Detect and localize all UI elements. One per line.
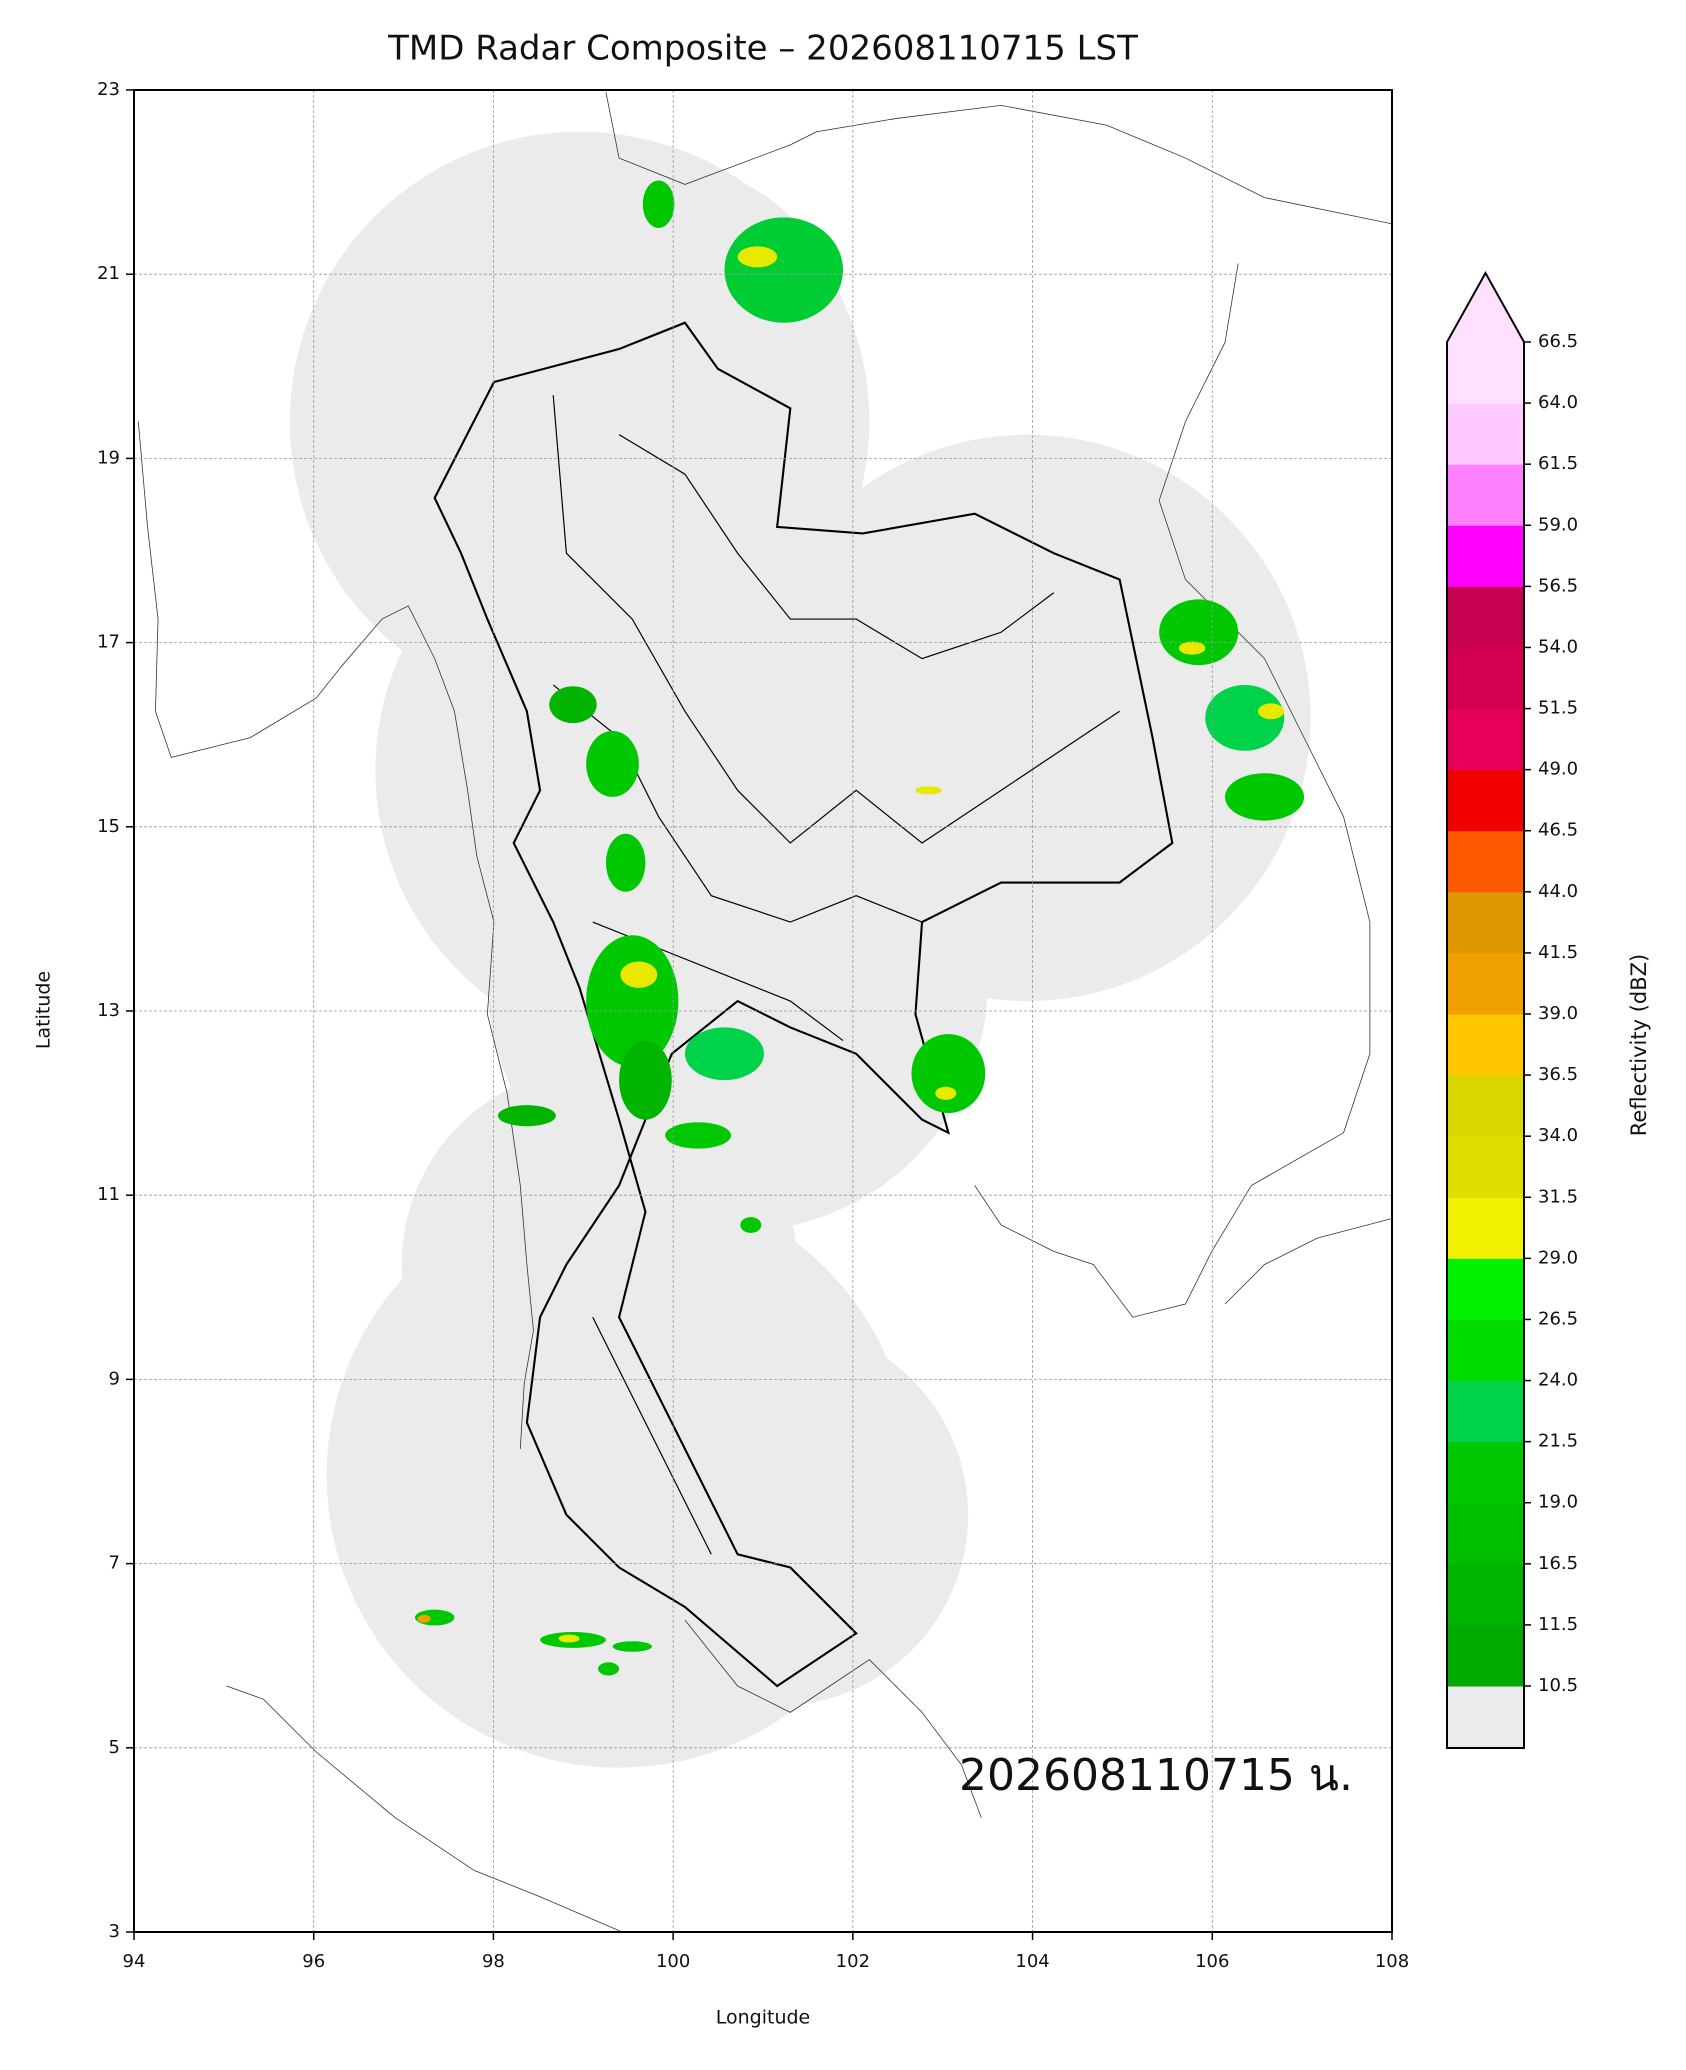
radar-echoes xyxy=(414,180,1305,1676)
colorbar-tick-label: 34.0 xyxy=(1538,1125,1578,1146)
coastlines xyxy=(137,92,1392,1932)
y-tick-label: 3 xyxy=(109,1921,120,1942)
colorbar-band xyxy=(1447,891,1524,954)
colorbar-band xyxy=(1447,708,1524,771)
colorbar-tick-label: 36.5 xyxy=(1538,1064,1578,1085)
timestamp-annotation: 202608110715 น. xyxy=(959,1750,1353,1801)
colorbar-under xyxy=(1447,1686,1524,1748)
colorbar-band xyxy=(1447,1563,1524,1626)
colorbar-tick-label: 10.5 xyxy=(1538,1675,1578,1696)
colorbar-tick-label: 31.5 xyxy=(1538,1186,1578,1207)
colorbar-tick-label: 66.5 xyxy=(1538,331,1578,352)
y-tick-label: 11 xyxy=(97,1184,120,1205)
colorbar-band xyxy=(1447,1197,1524,1259)
x-tick-label: 108 xyxy=(1375,1951,1409,1972)
colorbar-tick-label: 26.5 xyxy=(1538,1308,1578,1329)
y-tick-label: 9 xyxy=(109,1368,120,1389)
y-tick-label: 17 xyxy=(97,632,120,653)
colorbar-tick-label: 44.0 xyxy=(1538,881,1578,902)
thailand-outline xyxy=(433,321,1174,1688)
colorbar-band xyxy=(1447,586,1524,648)
colorbar-tick-label: 19.0 xyxy=(1538,1492,1578,1513)
colorbar-tick-label: 39.0 xyxy=(1538,1003,1578,1024)
colorbar-band xyxy=(1447,525,1524,587)
y-tick-label: 7 xyxy=(109,1553,120,1574)
colorbar-over xyxy=(1447,273,1524,342)
colorbar-band xyxy=(1447,830,1524,893)
colorbar-tick-label: 24.0 xyxy=(1538,1370,1578,1391)
colorbar-tick-label: 64.0 xyxy=(1538,392,1578,413)
colorbar-tick-label: 16.5 xyxy=(1538,1553,1578,1574)
colorbar-band xyxy=(1447,1258,1524,1320)
colorbar-tick-label: 61.5 xyxy=(1538,453,1578,474)
y-tick-label: 19 xyxy=(97,447,120,468)
y-axis-label: Latitude xyxy=(33,971,55,1049)
y-tick-label: 15 xyxy=(97,816,120,837)
colorbar-band xyxy=(1447,342,1524,404)
colorbar-band xyxy=(1447,1319,1524,1382)
colorbar-tick-label: 29.0 xyxy=(1538,1247,1578,1268)
colorbar-band xyxy=(1447,647,1524,710)
y-tick-label: 5 xyxy=(109,1737,120,1758)
colorbar-band xyxy=(1447,1624,1524,1687)
colorbar-band xyxy=(1447,1441,1524,1504)
colorbar-band xyxy=(1447,464,1524,526)
colorbar-band xyxy=(1447,1014,1524,1076)
x-tick-label: 94 xyxy=(123,1951,146,1972)
x-tick-label: 100 xyxy=(656,1951,690,1972)
colorbar-tick-label: 54.0 xyxy=(1538,636,1578,657)
y-tick-label: 23 xyxy=(97,79,120,100)
colorbar-tick-label: 21.5 xyxy=(1538,1431,1578,1452)
colorbar-tick-label: 49.0 xyxy=(1538,759,1578,780)
colorbar-band xyxy=(1447,1380,1524,1443)
colorbar-band xyxy=(1447,403,1524,465)
colorbar-tick-label: 51.5 xyxy=(1538,698,1578,719)
x-tick-label: 96 xyxy=(302,1951,325,1972)
map-layer xyxy=(137,92,1392,1932)
colorbar-tick-label: 41.5 xyxy=(1538,942,1578,963)
colorbar-band xyxy=(1447,1502,1524,1565)
x-tick-label: 98 xyxy=(482,1951,505,1972)
chart-title: TMD Radar Composite – 202608110715 LST xyxy=(387,29,1138,69)
colorbar-tick-label: 46.5 xyxy=(1538,820,1578,841)
colorbar-band xyxy=(1447,1075,1524,1137)
colorbar-tick-label: 11.5 xyxy=(1538,1614,1578,1635)
y-tick-label: 21 xyxy=(97,263,120,284)
colorbar-band xyxy=(1447,769,1524,832)
colorbar-tick-label: 59.0 xyxy=(1538,514,1578,535)
colorbar-band xyxy=(1447,952,1524,1015)
geography xyxy=(137,92,1392,1932)
colorbar-band xyxy=(1447,1136,1524,1198)
x-tick-label: 102 xyxy=(836,1951,870,1972)
x-axis-label: Longitude xyxy=(716,2007,811,2029)
y-tick-label: 13 xyxy=(97,1000,120,1021)
colorbar-label: Reflectivity (dBZ) xyxy=(1627,954,1651,1136)
x-tick-label: 104 xyxy=(1015,1951,1049,1972)
x-tick-label: 106 xyxy=(1195,1951,1229,1972)
colorbar-tick-label: 56.5 xyxy=(1538,575,1578,596)
